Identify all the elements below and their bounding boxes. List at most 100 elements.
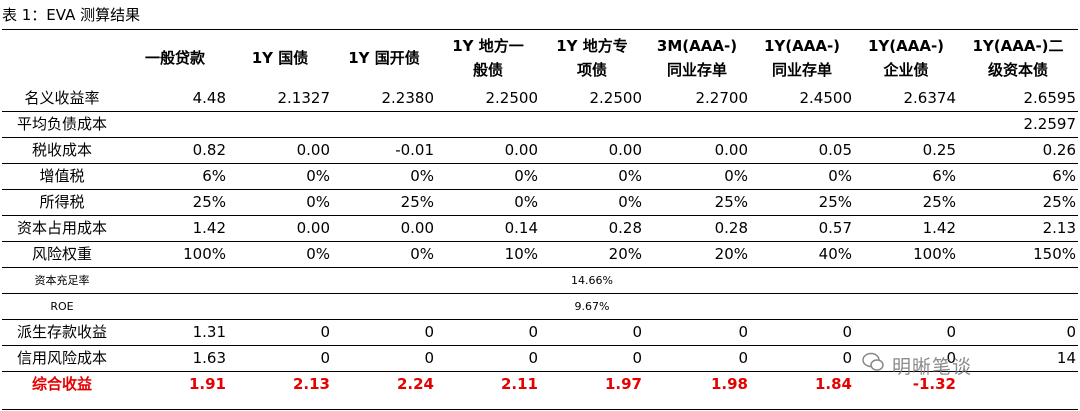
table-cell: 25% xyxy=(854,189,958,216)
table-cell: 2.2380 xyxy=(332,86,436,112)
table-cell: 0.00 xyxy=(436,137,540,164)
table-row: 名义收益率 4.48 2.1327 2.2380 2.2500 2.2500 2.2700 2… xyxy=(2,86,1078,112)
table-cell xyxy=(540,111,644,138)
table-cell: 20% xyxy=(644,241,750,268)
table-cell xyxy=(228,293,332,320)
row-label: 信用风险成本 xyxy=(2,345,122,372)
row-label: 平均负债成本 xyxy=(2,111,122,138)
table-cell: 0 xyxy=(540,319,644,346)
table-cell: 0 xyxy=(228,345,332,372)
table-cell: 1.42 xyxy=(854,215,958,242)
table-cell xyxy=(436,111,540,138)
table-cell: 0% xyxy=(332,241,436,268)
table-cell: 0% xyxy=(228,241,332,268)
table-cell: 25% xyxy=(958,189,1078,216)
header-col-6: 3M(AAA-) 同业存单 xyxy=(656,37,738,79)
header-col-4: 1Y 地方一 般债 xyxy=(452,37,524,79)
table-cell: 0 xyxy=(332,345,436,372)
table-cell: 10% xyxy=(436,241,540,268)
table-cell xyxy=(644,111,750,138)
table-cell: 1.98 xyxy=(710,375,748,393)
row-label: 资本充足率 xyxy=(2,267,122,294)
table-cell: 2.13 xyxy=(292,375,330,393)
table-cell: 0.00 xyxy=(228,215,332,242)
table-caption: 表 1：EVA 测算结果 xyxy=(2,6,141,24)
table-cell: 9.67% xyxy=(540,293,644,320)
table-cell: 0% xyxy=(436,189,540,216)
table-row: 所得税 25% 0% 25% 0% 0% 25% 25% 25% 25% xyxy=(2,189,1078,216)
row-label: 名义收益率 xyxy=(2,86,122,112)
watermark-text: 明晰笔谈 xyxy=(892,356,973,378)
table-cell xyxy=(958,293,1078,320)
table-row: 信用风险成本 1.63 0 0 0 0 0 0 0 14 xyxy=(2,345,1078,372)
table-cell xyxy=(436,293,540,320)
table-cell: 0% xyxy=(228,163,332,190)
table-cell: 0% xyxy=(228,189,332,216)
table-cell xyxy=(122,267,228,294)
table-cell: 25% xyxy=(332,189,436,216)
header-col-2: 1Y 国债 xyxy=(251,49,309,67)
table-cell: 0% xyxy=(332,163,436,190)
table-cell xyxy=(854,267,958,294)
table-cell: 6% xyxy=(122,163,228,190)
table-cell: 2.13 xyxy=(958,215,1078,242)
table-cell: 1.42 xyxy=(122,215,228,242)
table-cell: 2.2700 xyxy=(644,86,750,112)
eva-table: 一般贷款 1Y 国债 1Y 国开债 1Y 地方一 般债 1Y 地方专 项债 3M(A… xyxy=(2,30,1078,397)
table-cell: 0 xyxy=(228,319,332,346)
table-cell: 2.4500 xyxy=(750,86,854,112)
table-cell xyxy=(750,267,854,294)
table-row: 风险权重 100% 0% 0% 10% 20% 20% 40% 100% 150% xyxy=(2,241,1078,268)
table-cell: 2.2597 xyxy=(958,111,1078,138)
table-cell: 0% xyxy=(436,163,540,190)
table-cell: 2.2500 xyxy=(540,86,644,112)
table-cell: 150% xyxy=(958,241,1078,268)
table-cell xyxy=(750,293,854,320)
table-cell xyxy=(436,267,540,294)
table-cell: 0 xyxy=(436,345,540,372)
table-row: 派生存款收益 1.31 0 0 0 0 0 0 0 0 xyxy=(2,319,1078,346)
row-label: 所得税 xyxy=(2,189,122,216)
table-cell xyxy=(122,293,228,320)
table-cell: 0.00 xyxy=(644,137,750,164)
header-col-9: 1Y(AAA-)二 级资本债 xyxy=(972,37,1064,79)
header-row: 一般贷款 1Y 国债 1Y 国开债 1Y 地方一 般债 1Y 地方专 项债 3M(A… xyxy=(2,30,1078,86)
table-cell: 0 xyxy=(436,319,540,346)
header-col-5: 1Y 地方专 项债 xyxy=(556,37,628,79)
table-cell: 100% xyxy=(122,241,228,268)
header-col-7: 1Y(AAA-) 同业存单 xyxy=(763,37,841,79)
wechat-icon xyxy=(862,352,884,371)
table-cell: 1.91 xyxy=(188,375,226,393)
table-cell: 40% xyxy=(750,241,854,268)
table-cell: 2.1327 xyxy=(228,86,332,112)
table-cell xyxy=(332,111,436,138)
table-cell: 2.11 xyxy=(500,375,538,393)
table-cell: 0.00 xyxy=(332,215,436,242)
table-row: ROE 9.67% xyxy=(2,293,1078,320)
table-cell: 0.14 xyxy=(436,215,540,242)
table-cell: 4.48 xyxy=(122,86,228,112)
table-row: 资本占用成本 1.42 0.00 0.00 0.14 0.28 0.28 0.57 1.42 2.… xyxy=(2,215,1078,242)
table-cell xyxy=(228,111,332,138)
table-cell: 0 xyxy=(540,345,644,372)
table-cell: 0.05 xyxy=(750,137,854,164)
table-cell: -0.01 xyxy=(332,137,436,164)
table-cell: 2.2500 xyxy=(436,86,540,112)
table-cell: 0% xyxy=(540,163,644,190)
table-row: 综合收益 1.91 2.13 2.24 2.11 1.97 1.98 1.84 -1.32 xyxy=(2,372,1078,398)
table-cell: 0.00 xyxy=(228,137,332,164)
table-cell: 14.66% xyxy=(540,267,644,294)
table-cell xyxy=(644,293,750,320)
row-label: 税收成本 xyxy=(2,137,122,164)
table-cell: 0.26 xyxy=(958,137,1078,164)
table-row: 资本充足率 14.66% xyxy=(2,267,1078,294)
table-cell xyxy=(332,267,436,294)
table-body: 名义收益率 4.48 2.1327 2.2380 2.2500 2.2500 2.2700 2… xyxy=(2,86,1078,397)
top-rule xyxy=(2,29,1078,30)
table-cell xyxy=(854,111,958,138)
table-cell: 6% xyxy=(958,163,1078,190)
table-cell: 6% xyxy=(854,163,958,190)
table-cell xyxy=(332,293,436,320)
table-cell: 0.28 xyxy=(644,215,750,242)
table-cell: 25% xyxy=(644,189,750,216)
